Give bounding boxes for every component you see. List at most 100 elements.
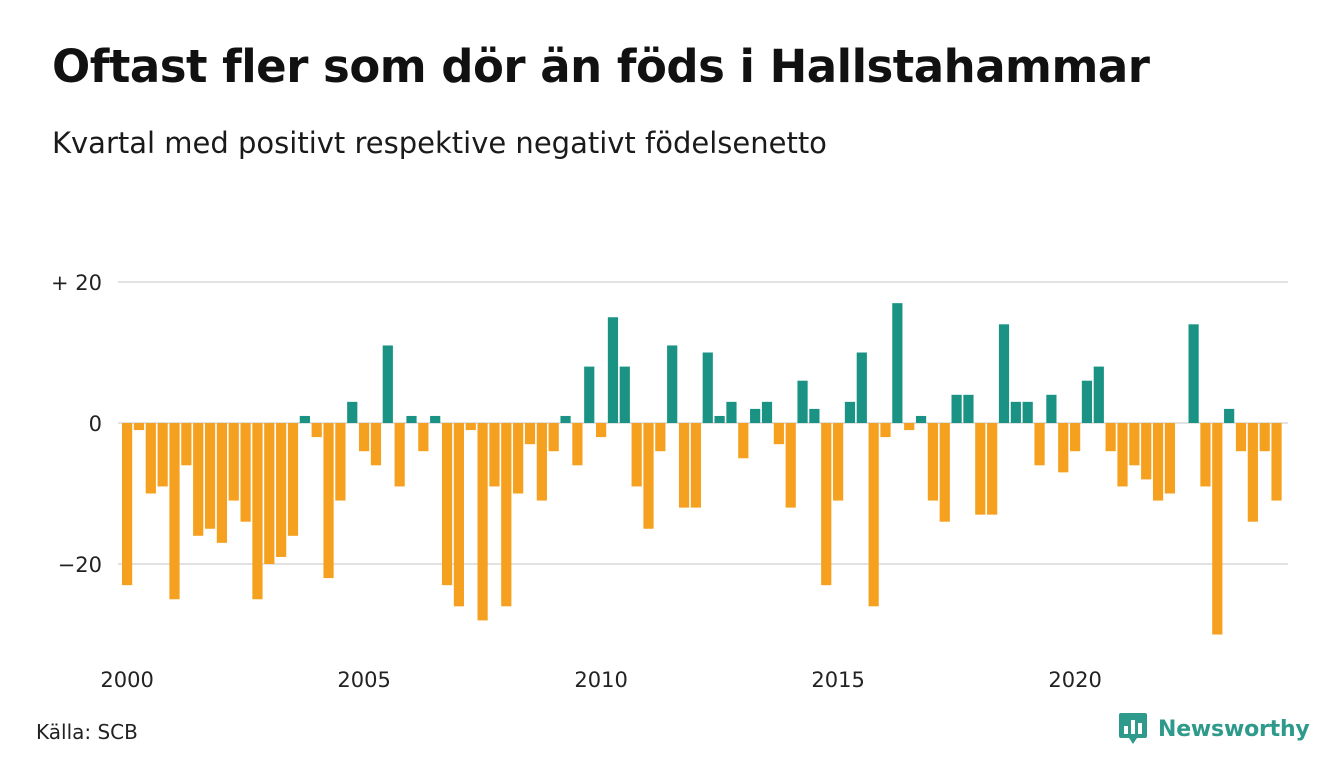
bar (216, 423, 227, 543)
brand-logo[interactable]: Newsworthy (1118, 712, 1310, 746)
bar (276, 423, 287, 557)
bar (1022, 401, 1033, 423)
bar (714, 415, 725, 423)
bar (643, 423, 654, 529)
bar (655, 423, 666, 452)
bar (726, 401, 737, 423)
bar (133, 423, 145, 431)
bar (489, 423, 500, 487)
bar (678, 423, 690, 508)
bar (607, 317, 619, 423)
bar (1081, 380, 1093, 423)
y-tick-label: + 20 (51, 271, 102, 295)
bar (856, 352, 867, 423)
bar (667, 345, 678, 423)
source-note: Källa: SCB (36, 720, 138, 744)
bar (1046, 394, 1057, 423)
bar (963, 394, 974, 423)
brand-name: Newsworthy (1158, 716, 1310, 742)
bar (761, 401, 773, 423)
bar (1010, 401, 1021, 423)
bar (335, 423, 346, 501)
bar (904, 423, 915, 431)
bar (998, 324, 1010, 423)
bar (833, 423, 844, 501)
bar (548, 423, 559, 452)
bar (1188, 324, 1199, 423)
bar (773, 423, 784, 445)
bar (465, 423, 476, 431)
bar (619, 366, 630, 423)
x-tick-label: 2000 (100, 668, 153, 692)
bar (951, 394, 962, 423)
chart-subtitle: Kvartal med positivt respektive negativt… (52, 126, 827, 160)
bar (382, 345, 393, 423)
x-tick-label: 2010 (574, 668, 627, 692)
bar (359, 423, 370, 452)
bar (370, 423, 382, 466)
bar (441, 423, 453, 586)
bar (1259, 423, 1270, 452)
x-tick-label: 2015 (811, 668, 864, 692)
bar (501, 423, 512, 607)
bar (1224, 408, 1235, 423)
bar (228, 423, 239, 501)
bar (1070, 423, 1081, 452)
bar (299, 415, 310, 423)
bar (560, 415, 571, 423)
bars (122, 303, 1282, 635)
bar (750, 408, 761, 423)
bar (596, 423, 607, 438)
bar (1034, 423, 1045, 466)
bar (169, 423, 180, 600)
bar (193, 423, 204, 536)
bar (1129, 423, 1140, 466)
bar (1200, 423, 1211, 487)
bar-chart: + 20 0 −20 2000 2005 2010 2015 2020 (51, 271, 1288, 692)
bar (690, 423, 701, 508)
bar (975, 423, 986, 515)
bar (477, 423, 488, 621)
bar (809, 408, 820, 423)
bar (181, 423, 192, 466)
bar (927, 423, 938, 501)
bar (1152, 423, 1164, 501)
x-tick-label: 2005 (337, 668, 390, 692)
bar (418, 423, 429, 452)
bar (1212, 423, 1223, 635)
bar (797, 380, 808, 423)
y-axis-labels: + 20 0 −20 (51, 271, 102, 577)
bar (702, 352, 713, 423)
bar (453, 423, 464, 607)
x-axis-labels: 2000 2005 2010 2015 2020 (100, 668, 1101, 692)
bar (1058, 423, 1069, 473)
bar (394, 423, 405, 487)
bar (631, 423, 642, 487)
bar (785, 423, 796, 508)
bar (1093, 366, 1104, 423)
bar (513, 423, 524, 494)
bar (572, 423, 583, 466)
chart-title: Oftast fler som dör än föds i Hallstaham… (52, 40, 1150, 93)
bar (347, 401, 358, 423)
newsworthy-logo-icon (1119, 713, 1147, 744)
bar (204, 423, 216, 529)
bar (264, 423, 275, 564)
bar (1235, 423, 1247, 452)
bar (311, 423, 322, 438)
y-tick-label: 0 (89, 412, 102, 436)
bar (1105, 423, 1116, 452)
y-tick-label: −20 (58, 553, 102, 577)
bar (145, 423, 156, 494)
bar (157, 423, 168, 487)
bar (1271, 423, 1282, 501)
bar (738, 423, 749, 459)
bar (584, 366, 595, 423)
bar (892, 303, 903, 423)
x-tick-label: 2020 (1048, 668, 1101, 692)
bar (536, 423, 547, 501)
bar (987, 423, 998, 515)
bar (323, 423, 334, 579)
bar (524, 423, 536, 445)
bar (880, 423, 891, 438)
